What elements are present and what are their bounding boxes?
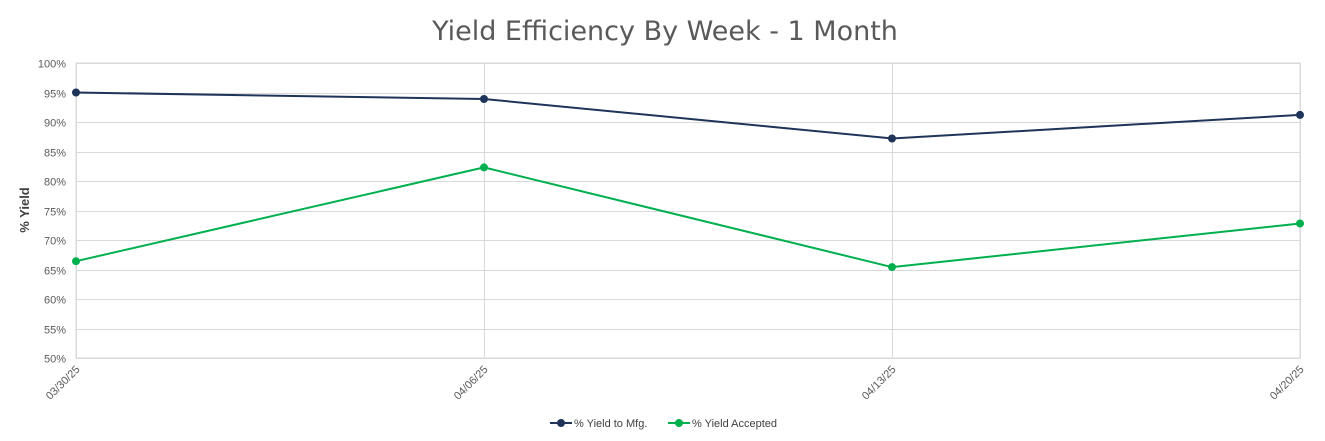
y-tick-label: 55% bbox=[44, 325, 66, 337]
y-tick-label: 50% bbox=[44, 354, 66, 366]
y-axis-label: % Yield bbox=[17, 187, 32, 233]
y-tick-label: 70% bbox=[44, 236, 66, 248]
series bbox=[72, 88, 1304, 272]
legend-marker-1 bbox=[557, 419, 565, 427]
x-tick-label: 04/06/25 bbox=[452, 364, 491, 403]
data-point bbox=[1296, 110, 1304, 119]
data-point bbox=[480, 95, 488, 103]
data-point bbox=[72, 88, 80, 97]
data-point bbox=[888, 263, 896, 272]
legend: % Yield to Mfg. % Yield Accepted bbox=[550, 418, 777, 430]
y-tick-label: 75% bbox=[44, 207, 66, 219]
y-tick-label: 65% bbox=[44, 266, 66, 278]
data-point bbox=[888, 134, 896, 143]
data-point bbox=[480, 163, 488, 172]
x-tick-label: 03/30/25 bbox=[44, 364, 83, 403]
x-tick-label: 04/20/25 bbox=[1268, 364, 1307, 403]
legend-label-2: % Yield Accepted bbox=[692, 418, 777, 430]
y-tick-label: 60% bbox=[44, 295, 66, 307]
x-tick-label: 04/13/25 bbox=[860, 364, 899, 403]
y-tick-label: 95% bbox=[44, 89, 66, 101]
grid bbox=[75, 62, 1301, 359]
data-point bbox=[1296, 219, 1304, 228]
y-tick-label: 85% bbox=[44, 148, 66, 160]
y-tick-label: 90% bbox=[44, 118, 66, 130]
chart-title: Yield Efficiency By Week - 1 Month bbox=[431, 16, 898, 47]
legend-label-1: % Yield to Mfg. bbox=[574, 418, 647, 430]
plot-area bbox=[75, 62, 1301, 359]
x-axis-ticks: 03/30/25 04/06/25 04/13/25 04/20/25 bbox=[44, 364, 1307, 403]
y-tick-label: 80% bbox=[44, 177, 66, 189]
series-line-2 bbox=[75, 166, 1301, 269]
y-tick-label: 100% bbox=[38, 59, 66, 71]
series-line-1 bbox=[75, 91, 1301, 140]
data-point bbox=[72, 257, 80, 266]
legend-marker-2 bbox=[675, 419, 683, 427]
y-axis-ticks: 50% 55% 60% 65% 70% 75% 80% 85% 90% 95% 100% bbox=[38, 59, 66, 366]
